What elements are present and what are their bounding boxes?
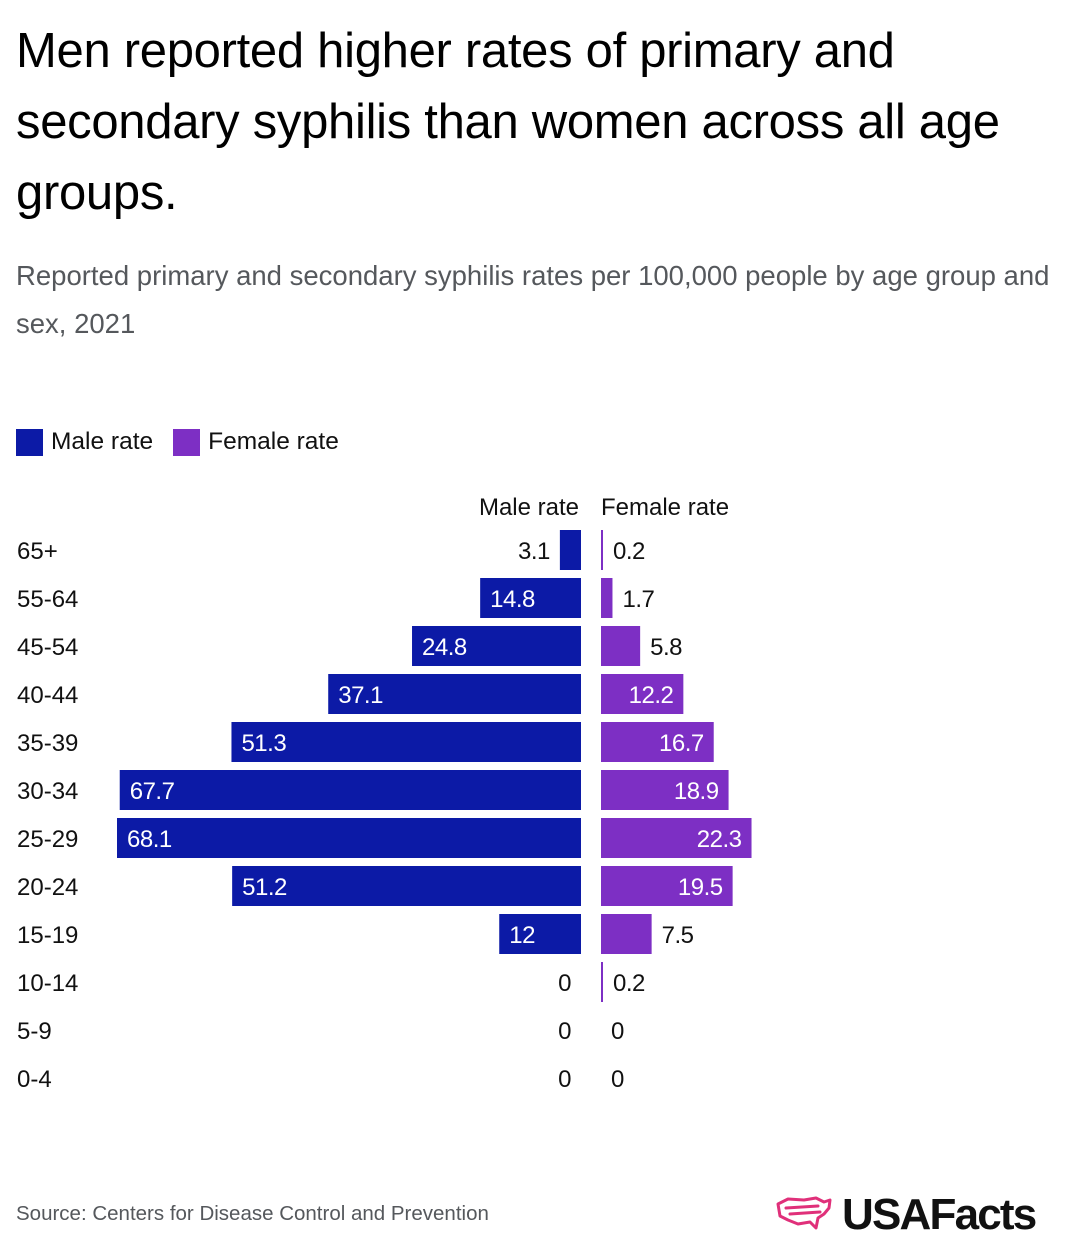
category-label: 15-19 [17,922,78,949]
category-label: 35-39 [17,730,78,757]
bar-male [232,866,581,906]
data-label-male: 3.1 [518,538,550,565]
bar-male [117,818,581,858]
legend-item-female: Female rate [173,428,339,456]
category-label: 5-9 [17,1018,52,1045]
legend-item-male: Male rate [16,428,153,456]
us-map-icon [776,1196,832,1230]
category-label: 20-24 [17,874,78,901]
bar-female [601,818,752,858]
column-header-male: Male rate [479,494,579,521]
legend-label-female: Female rate [208,428,339,455]
data-label-male: 37.1 [338,682,383,709]
bar-male [559,530,581,570]
data-label-male: 0 [558,1066,571,1093]
bar-male [499,914,581,954]
data-label-male: 51.3 [241,730,286,757]
data-label-female: 16.7 [659,730,704,757]
data-label-male: 51.2 [242,874,287,901]
category-label: 0-4 [17,1066,52,1093]
chart-subtitle: Reported primary and secondary syphilis … [16,260,1050,339]
brand-name: USAFacts [842,1190,1037,1239]
data-label-male: 24.8 [422,634,467,661]
data-label-female: 5.8 [650,634,682,661]
category-label: 65+ [17,538,58,565]
data-label-female: 0 [611,1018,624,1045]
source-note: Source: Centers for Disease Control and … [16,1202,489,1225]
category-label: 45-54 [17,634,78,661]
category-label: 55-64 [17,586,78,613]
data-label-male: 67.7 [130,778,175,805]
data-label-female: 22.3 [697,826,742,853]
data-label-male: 0 [558,970,571,997]
bar-female [601,722,714,762]
category-label: 30-34 [17,778,78,805]
data-label-female: 0.2 [613,970,645,997]
usafacts-logo: USAFacts [774,1190,1037,1240]
bar-female [601,770,729,810]
bar-male [231,722,581,762]
category-label: 10-14 [17,970,78,997]
data-label-female: 0 [611,1066,624,1093]
data-label-male: 12 [509,922,535,949]
data-label-male: 0 [558,1018,571,1045]
chart-title: Men reported higher rates of primary and… [16,24,1000,220]
data-label-male: 14.8 [490,586,535,613]
category-label: 25-29 [17,826,78,853]
category-label: 40-44 [17,682,78,709]
bar-female [601,674,684,714]
legend-swatch-female [173,428,201,456]
bar-female [601,914,652,954]
bar-male [480,578,581,618]
data-label-female: 19.5 [678,874,723,901]
bar-male [412,626,581,666]
bar-female [601,866,733,906]
bar-male [119,770,581,810]
legend-swatch-male [16,428,43,456]
chart-area: Male rate Female rate 65+ 3.1 0.2 55-64 14.8 1.… [17,494,752,1093]
legend-label-male: Male rate [51,428,154,455]
bar-male [328,674,581,714]
data-label-female: 7.5 [662,922,694,949]
data-label-female: 0.2 [613,538,645,565]
bar-female [601,578,613,618]
bar-female [601,626,641,666]
data-label-female: 12.2 [629,682,674,709]
bar-female [601,962,603,1002]
data-label-male: 68.1 [127,826,172,853]
column-header-female: Female rate [601,494,729,521]
legend: Male rate Female rate [16,428,359,456]
data-label-female: 18.9 [674,778,719,805]
bar-female [601,530,603,570]
data-label-female: 1.7 [622,586,654,613]
